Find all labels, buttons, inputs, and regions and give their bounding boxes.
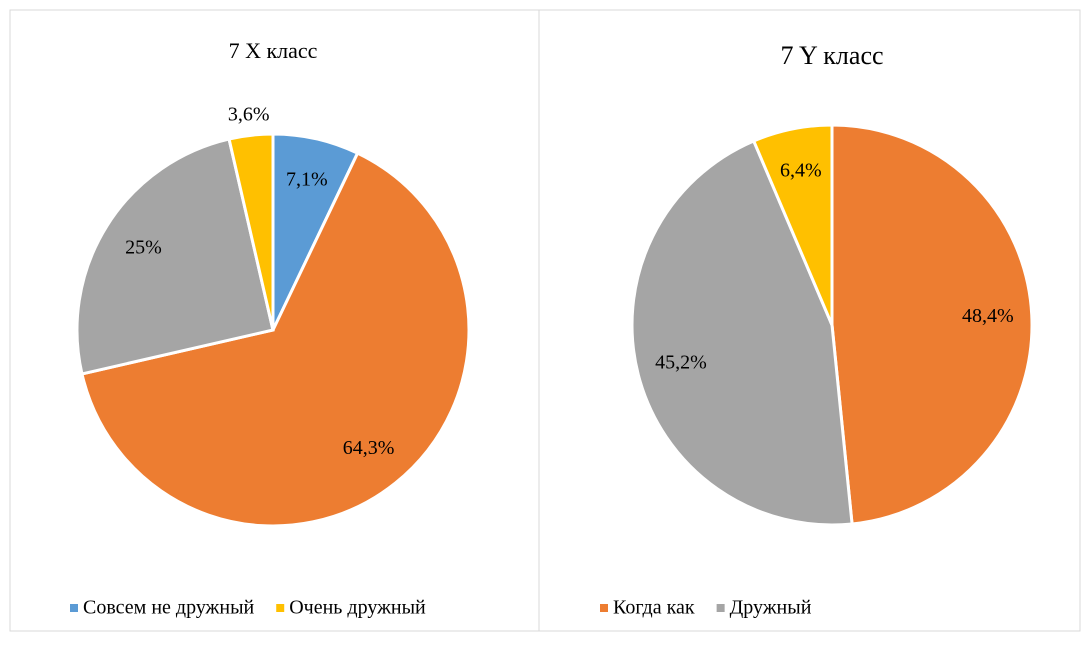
pie-slice <box>75 137 275 376</box>
legend-label: Когда как <box>613 597 695 619</box>
legend-swatch <box>276 604 285 612</box>
legend-swatch <box>70 604 78 612</box>
legend-label: Очень дружный <box>289 597 426 619</box>
legend-label: Дружный <box>730 597 812 619</box>
pie-slice <box>80 151 471 528</box>
data-label: 6,4% <box>780 160 822 182</box>
pie-slice <box>630 138 854 527</box>
legend-label: Совсем не дружный <box>83 597 255 619</box>
chart-title: 7 Y класс <box>780 41 883 70</box>
chart-title: 7 X класс <box>229 38 318 63</box>
legend-swatch <box>600 604 608 612</box>
data-label: 45,2% <box>655 351 707 373</box>
legend-swatch <box>716 604 725 612</box>
pie-slice <box>830 123 1034 526</box>
pie-slice <box>751 123 834 326</box>
pie-slice <box>227 132 275 331</box>
data-label: 25% <box>125 236 162 258</box>
data-label: 48,4% <box>962 305 1014 327</box>
data-label: 7,1% <box>286 169 328 191</box>
data-label: 64,3% <box>343 437 395 459</box>
data-label: 3,6% <box>228 103 270 125</box>
